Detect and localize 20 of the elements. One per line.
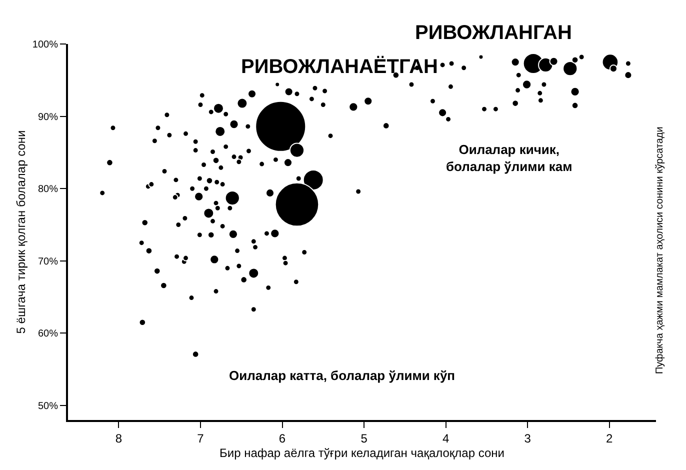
y-tick-label: 70% <box>38 256 58 268</box>
y-tick-label: 100% <box>32 40 58 50</box>
y-tick-label: 90% <box>38 112 58 123</box>
x-tick-label: 8 <box>115 431 122 446</box>
text: РИВОЖЛАНГАН <box>415 22 572 44</box>
x-tick-label: 2 <box>606 431 614 446</box>
x-tick-label: 3 <box>524 431 532 446</box>
x-tick-label: 7 <box>197 431 204 446</box>
y-axis-title: 5 ёшгача тирик қолган болалар сони <box>14 130 28 334</box>
x-tick-label: 6 <box>278 431 286 446</box>
annotation: Оилалар катта, болалар ўлими кўп <box>229 368 456 383</box>
y-tick-label: 50% <box>38 401 58 412</box>
annotation: Пуфакча ҳажми мамлакат аҳолиси сонини кўрсатади <box>654 126 666 374</box>
x-tick-label: 4 <box>442 431 450 446</box>
y-tick-label: 60% <box>38 328 58 340</box>
y-tick-label: 80% <box>38 184 58 196</box>
x-tick-label: 5 <box>360 431 368 446</box>
annotation: Оилалар кичик, болалар ўлими кам <box>446 142 572 174</box>
x-axis-title: Бир нафар аёлга тўғри келадиган чақалоқлар сони <box>219 446 505 460</box>
annotation: РИВОЖЛАНАЁТГАН <box>241 55 438 78</box>
